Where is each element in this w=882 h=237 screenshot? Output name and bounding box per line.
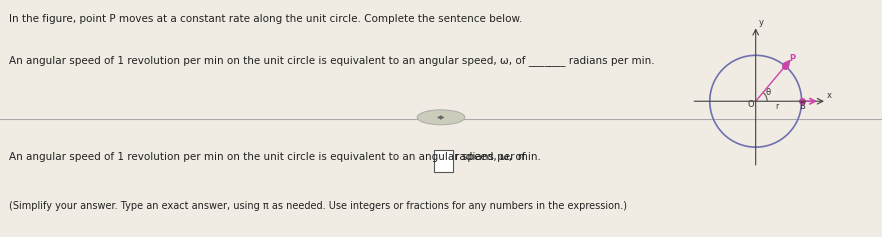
Text: P: P <box>789 55 795 64</box>
FancyBboxPatch shape <box>434 150 453 172</box>
Text: In the figure, point P moves at a constant rate along the unit circle. Complete : In the figure, point P moves at a consta… <box>9 14 522 24</box>
Text: B: B <box>799 102 804 111</box>
Text: O: O <box>747 100 754 109</box>
Text: radians per min.: radians per min. <box>455 152 541 162</box>
Text: x: x <box>826 91 832 100</box>
Text: (Simplify your answer. Type an exact answer, using π as needed. Use integers or : (Simplify your answer. Type an exact ans… <box>9 201 627 211</box>
Text: r: r <box>775 102 778 111</box>
Circle shape <box>417 110 465 125</box>
Text: y: y <box>759 18 764 27</box>
Text: An angular speed of 1 revolution per min on the unit circle is equivalent to an : An angular speed of 1 revolution per min… <box>9 152 526 162</box>
Text: ◀▶: ◀▶ <box>437 116 445 121</box>
Text: An angular speed of 1 revolution per min on the unit circle is equivalent to an : An angular speed of 1 revolution per min… <box>9 55 654 65</box>
Text: θ: θ <box>766 88 771 97</box>
